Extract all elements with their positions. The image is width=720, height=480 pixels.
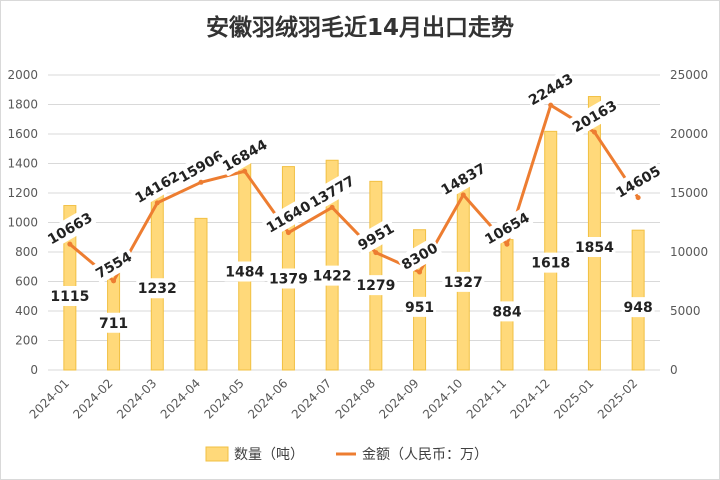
legend-bar-label: 数量（吨） — [234, 447, 304, 463]
y-left-tick-label: 1800 — [7, 98, 38, 112]
line-point — [329, 204, 335, 210]
legend: 数量（吨） 金额（人民币：万） — [205, 446, 488, 463]
legend-bar-swatch — [205, 446, 229, 462]
line-point — [67, 241, 73, 247]
bar-value-label-bg — [311, 265, 354, 286]
y-left-tick-label: 800 — [15, 245, 38, 259]
bar-value-label: 1327 — [444, 275, 483, 291]
line-value-label-bg — [397, 237, 443, 275]
bar-value-label-bg — [529, 252, 572, 273]
bar-value-label-bg — [267, 268, 310, 289]
y-right-tick-label: 15000 — [670, 186, 708, 200]
line-value-label-bg — [353, 218, 399, 256]
line-value-label-bg — [43, 207, 97, 249]
line-value-label-bg — [130, 166, 184, 208]
y-left-tick-label: 400 — [15, 304, 38, 318]
line-series — [67, 102, 641, 284]
line-point — [154, 200, 160, 206]
chart-title: 安徽羽绒羽毛近14月出口走势 — [206, 14, 514, 41]
bar-value-label: 1618 — [531, 256, 570, 272]
line-point — [548, 102, 554, 108]
line-value-label-bg — [524, 68, 578, 110]
line-point — [417, 269, 423, 275]
y-right-tick-label: 10000 — [670, 245, 708, 259]
bar-value-label-bg — [97, 312, 131, 333]
bar-value-label-bg — [621, 297, 655, 318]
bar-value-label: 711 — [99, 316, 128, 332]
y-left-tick-label: 1400 — [7, 157, 38, 171]
line-path — [68, 103, 640, 283]
bar-value-label: 948 — [624, 300, 653, 316]
line-value-label-bg — [262, 195, 315, 238]
line-point — [198, 179, 204, 185]
y-left-tick-label: 1000 — [7, 216, 38, 230]
line-value-label-bg — [305, 170, 359, 213]
y-right-tick-label: 5000 — [670, 304, 701, 318]
bar-value-label-bg — [136, 278, 179, 299]
y-right-tick-label: 25000 — [670, 68, 708, 82]
bar-series — [63, 96, 645, 371]
bar-value-label: 1379 — [269, 271, 308, 287]
bar-value-label: 1232 — [138, 281, 177, 297]
gridlines — [48, 74, 660, 371]
bar-value-label: 884 — [492, 304, 521, 320]
y-left-tick-label: 1600 — [7, 127, 38, 141]
line-point — [460, 192, 466, 198]
line-point — [504, 241, 510, 247]
y-left-tick-label: 0 — [30, 363, 38, 377]
bar-value-label-bg — [573, 236, 616, 257]
bar-value-label: 1115 — [50, 289, 89, 305]
line-value-label-bg — [436, 158, 490, 200]
bar-value-label-bg — [442, 271, 485, 292]
bar-value-label-bg — [354, 275, 397, 296]
line-value-label-bg — [91, 246, 137, 284]
bar — [544, 130, 558, 371]
bar-value-label: 1854 — [575, 240, 614, 256]
line-value-label-bg — [174, 145, 228, 187]
line-value-label-bg — [218, 134, 272, 176]
bar-value-label-bg — [490, 301, 524, 322]
line-value-label-bg — [568, 95, 621, 137]
line-value-label-bg — [480, 207, 534, 249]
bar-value-label-bg — [223, 261, 266, 282]
bar — [587, 96, 601, 371]
bar — [325, 159, 339, 371]
bar-value-label: 1279 — [356, 278, 395, 294]
y-right-tick-label: 0 — [670, 363, 678, 377]
bar-value-label-bg — [403, 296, 437, 317]
y-left-tick-label: 600 — [15, 275, 38, 289]
line-point — [373, 250, 379, 256]
y-left-tick-label: 200 — [15, 334, 38, 348]
line-point — [635, 195, 641, 201]
bar-value-label: 1422 — [313, 269, 352, 285]
y-left-tick-label: 1200 — [7, 186, 38, 200]
line-point — [242, 168, 248, 174]
bar-value-label-bg — [48, 285, 91, 306]
y-right-tick-label: 20000 — [670, 127, 708, 141]
bar — [238, 150, 252, 371]
line-point — [285, 230, 291, 236]
line-point — [591, 129, 597, 135]
bar-value-label: 1484 — [225, 264, 264, 280]
line-value-label-bg — [611, 160, 665, 203]
line-point — [111, 278, 117, 284]
bar-value-label: 951 — [405, 300, 434, 316]
bar — [281, 166, 295, 371]
y-left-tick-label: 2000 — [7, 68, 38, 82]
legend-line-label: 金额（人民币：万） — [362, 447, 488, 463]
bar — [194, 217, 208, 371]
